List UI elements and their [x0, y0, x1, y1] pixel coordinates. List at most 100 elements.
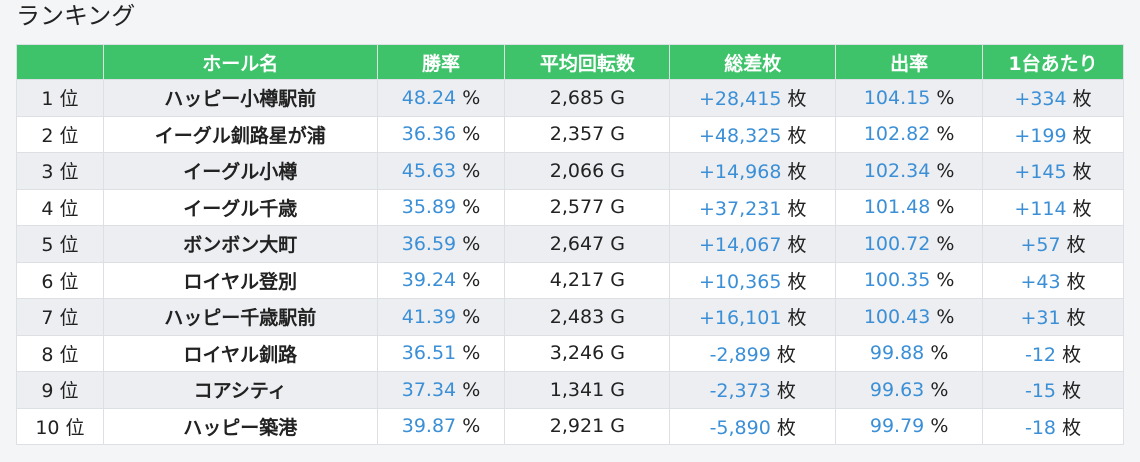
value: +199: [1014, 124, 1067, 147]
cell: 2,066 G: [504, 152, 671, 190]
header-row: ホール名 勝率 平均回転数 総差枚 出率 1台あたり: [16, 44, 1124, 80]
cell: 2,357 G: [504, 115, 671, 153]
unit: %: [462, 269, 481, 292]
cell: +37,231 枚: [669, 188, 837, 226]
unit: 枚: [1066, 307, 1086, 330]
value: 104.15: [863, 86, 931, 109]
unit: 枚: [1062, 343, 1082, 366]
unit: %: [462, 123, 481, 146]
hall-name: イーグル小樽: [102, 152, 378, 190]
value: +48,325: [699, 124, 782, 147]
unit: %: [462, 305, 481, 328]
value: 35.89: [401, 196, 457, 219]
cell: 100.35 %: [835, 261, 984, 299]
unit: 枚: [787, 307, 807, 330]
value: +14,968: [699, 161, 782, 184]
value: -2,373: [709, 380, 771, 403]
cell: 99.63 %: [835, 371, 984, 409]
cell: -5,890 枚: [669, 407, 837, 445]
unit: 枚: [776, 343, 796, 366]
unit: %: [936, 269, 955, 292]
value: +43: [1020, 270, 1061, 293]
cell: -18 枚: [982, 407, 1124, 445]
unit: 枚: [1062, 416, 1082, 439]
table-row: 8 位ロイヤル釧路 36.51 % 3,246 G -2,899 枚 99.88 % -1…: [16, 334, 1124, 372]
cell: 2 位: [16, 115, 104, 153]
hall-name: ハッピー小樽駅前: [102, 79, 378, 117]
cell: 48.24 %: [376, 79, 506, 117]
unit: %: [936, 86, 955, 109]
cell: +334 枚: [982, 79, 1124, 117]
value: +16,101: [699, 307, 782, 330]
hall-name: ボンボン大町: [102, 225, 378, 263]
cell: 104.15 %: [835, 79, 984, 117]
hall-name: ロイヤル釧路: [102, 334, 378, 372]
cell: 2,483 G: [504, 298, 671, 336]
cell: 41.39 %: [376, 298, 506, 336]
cell: +10,365 枚: [669, 261, 837, 299]
table-row: 3 位イーグル小樽 45.63 % 2,066 G +14,968 枚 102.34 %…: [16, 152, 1124, 190]
unit: %: [930, 378, 949, 401]
unit: %: [936, 159, 955, 182]
ranking-table: ホール名 勝率 平均回転数 総差枚 出率 1台あたり 1 位ハッピー小樽駅前 48.24 %…: [16, 44, 1124, 445]
value: -18: [1024, 416, 1057, 439]
value: 36.51: [401, 342, 457, 365]
unit: 枚: [1066, 234, 1086, 257]
cell: 4,217 G: [504, 261, 671, 299]
hall-name: イーグル千歳: [102, 188, 378, 226]
value: 99.79: [869, 415, 925, 438]
value: -2,899: [709, 343, 771, 366]
cell: -12 枚: [982, 334, 1124, 372]
cell: 8 位: [16, 334, 104, 372]
unit: %: [462, 86, 481, 109]
cell: 102.34 %: [835, 152, 984, 190]
unit: %: [936, 305, 955, 328]
cell: 99.79 %: [835, 407, 984, 445]
table-body: 1 位ハッピー小樽駅前 48.24 % 2,685 G +28,415 枚 104.15…: [16, 79, 1124, 445]
value: 101.48: [863, 196, 931, 219]
unit: 枚: [1062, 380, 1082, 403]
page-title: ランキング: [16, 2, 136, 30]
cell: +14,968 枚: [669, 152, 837, 190]
value: 36.36: [401, 123, 457, 146]
hall-name: コアシティ: [102, 371, 378, 409]
unit: %: [936, 123, 955, 146]
value: 36.59: [401, 232, 457, 255]
table-row: 10 位ハッピー築港 39.87 % 2,921 G -5,890 枚 99.79 % -…: [16, 407, 1124, 445]
value: 99.63: [869, 378, 925, 401]
cell: 3 位: [16, 152, 104, 190]
header-cell: 勝率: [376, 44, 506, 80]
cell: 36.59 %: [376, 225, 506, 263]
cell: 100.43 %: [835, 298, 984, 336]
cell: 6 位: [16, 261, 104, 299]
value: +334: [1014, 88, 1067, 111]
cell: 7 位: [16, 298, 104, 336]
table-row: 9 位コアシティ 37.34 % 1,341 G -2,373 枚 99.63 % -15…: [16, 371, 1124, 409]
value: 100.72: [863, 232, 931, 255]
cell: +145 枚: [982, 152, 1124, 190]
hall-name: ハッピー千歳駅前: [102, 298, 378, 336]
cell: -2,899 枚: [669, 334, 837, 372]
header-cell: 平均回転数: [504, 44, 671, 80]
cell: +28,415 枚: [669, 79, 837, 117]
value: -12: [1024, 343, 1057, 366]
cell: 2,921 G: [504, 407, 671, 445]
value: +31: [1020, 307, 1061, 330]
cell: 99.88 %: [835, 334, 984, 372]
cell: 1,341 G: [504, 371, 671, 409]
value: +10,365: [699, 270, 782, 293]
value: 102.34: [863, 159, 931, 182]
header-cell: 出率: [835, 44, 984, 80]
value: 41.39: [401, 305, 457, 328]
table-row: 1 位ハッピー小樽駅前 48.24 % 2,685 G +28,415 枚 104.15…: [16, 79, 1124, 117]
cell: 10 位: [16, 407, 104, 445]
value: 39.24: [401, 269, 457, 292]
cell: 2,647 G: [504, 225, 671, 263]
header-cell: ホール名: [102, 44, 378, 80]
table-row: 7 位ハッピー千歳駅前 41.39 % 2,483 G +16,101 枚 100.43…: [16, 298, 1124, 336]
cell: 3,246 G: [504, 334, 671, 372]
hall-name: イーグル釧路星が浦: [102, 115, 378, 153]
value: +14,067: [699, 234, 782, 257]
cell: -15 枚: [982, 371, 1124, 409]
value: 100.35: [863, 269, 931, 292]
